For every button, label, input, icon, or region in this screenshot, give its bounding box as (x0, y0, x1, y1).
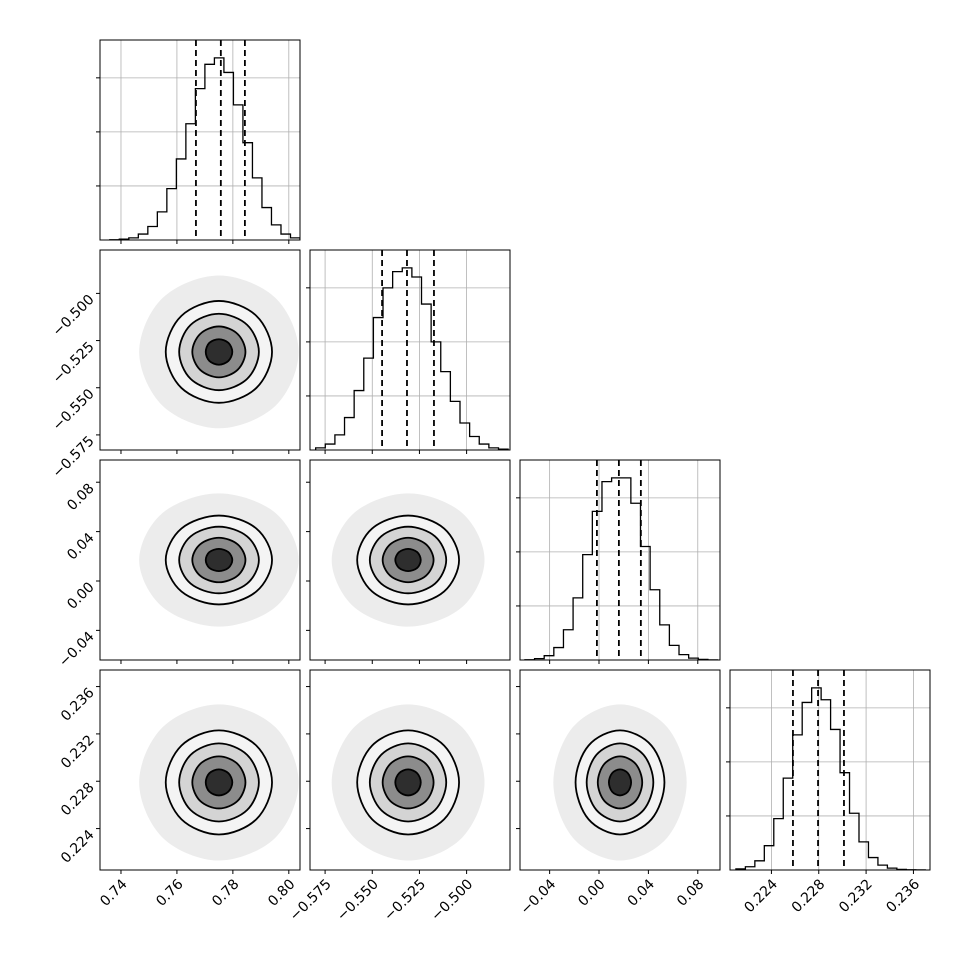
x-tick-label: −0.500 (428, 876, 476, 924)
panel-frame (519, 669, 721, 871)
panel-frame (99, 39, 301, 241)
panel (306, 249, 511, 454)
panel (516, 459, 721, 664)
x-tick-label: 0.228 (789, 876, 829, 916)
y-tick-label: −0.04 (56, 629, 98, 671)
contour (204, 547, 234, 573)
panel-frame (309, 459, 511, 661)
plot-area (520, 460, 720, 660)
panel-frame (99, 459, 301, 661)
y-tick-label: 0.08 (64, 481, 97, 514)
plot-area (730, 670, 930, 870)
plot-area (139, 704, 299, 861)
x-tick-label: −0.550 (334, 876, 382, 924)
panel: 0.224 0.228 0.232 0.236 (726, 669, 931, 916)
contour (394, 768, 422, 797)
y-tick-label: −0.550 (50, 386, 98, 434)
x-tick-label: 0.232 (836, 876, 876, 916)
plot-area (139, 275, 299, 429)
panel-frame (99, 669, 301, 871)
panel: −0.04 0.00 0.04 0.08 (516, 669, 721, 918)
x-tick-label: 0.76 (153, 876, 186, 909)
contour (607, 768, 633, 797)
panel: −0.04 0.00 0.04 0.08 (56, 459, 301, 671)
y-tick-label: 0.04 (64, 530, 97, 563)
panel: −0.575−0.550−0.525−0.500 (287, 669, 511, 924)
x-tick-label: 0.74 (97, 876, 130, 909)
y-tick-label: −0.500 (50, 292, 98, 340)
plot-area (553, 704, 687, 861)
panel-frame (309, 669, 511, 871)
x-tick-label: 0.08 (674, 876, 707, 909)
x-tick-label: 0.78 (209, 876, 242, 909)
y-tick-label: 0.228 (58, 780, 98, 820)
x-tick-label: 0.80 (265, 876, 298, 909)
histogram-step (109, 57, 300, 240)
panel-frame (729, 669, 931, 871)
x-tick-label: 0.00 (575, 876, 608, 909)
y-tick-label: 0.00 (64, 579, 97, 612)
panel: 0.74 0.76 0.78 0.80 0.224 0.228 0.232 0.236 (58, 669, 301, 910)
panel (96, 39, 301, 244)
panel (306, 459, 511, 664)
histogram-step (735, 687, 926, 870)
histogram-step (524, 477, 719, 660)
panel: −0.575−0.550−0.525−0.500 (50, 249, 301, 481)
contour (394, 547, 422, 573)
panel-frame (309, 249, 511, 451)
plot-area (310, 250, 510, 450)
panel-frame (99, 249, 301, 451)
x-tick-label: 0.04 (625, 876, 658, 909)
y-tick-label: 0.232 (58, 732, 98, 772)
contour (204, 338, 234, 366)
x-tick-label: −0.525 (381, 876, 429, 924)
contour (204, 768, 234, 797)
y-tick-label: −0.525 (50, 339, 98, 387)
panel-frame (519, 459, 721, 661)
plot-area (331, 493, 485, 627)
plot-area (139, 493, 299, 627)
x-tick-label: 0.224 (741, 876, 781, 916)
y-tick-label: 0.224 (58, 827, 98, 867)
plot-area (331, 704, 485, 861)
y-tick-label: 0.236 (58, 685, 98, 725)
x-tick-label: 0.236 (883, 876, 923, 916)
plot-area (100, 40, 300, 240)
y-tick-label: −0.575 (50, 433, 98, 481)
histogram-step (315, 267, 509, 450)
x-tick-label: −0.04 (518, 876, 560, 918)
